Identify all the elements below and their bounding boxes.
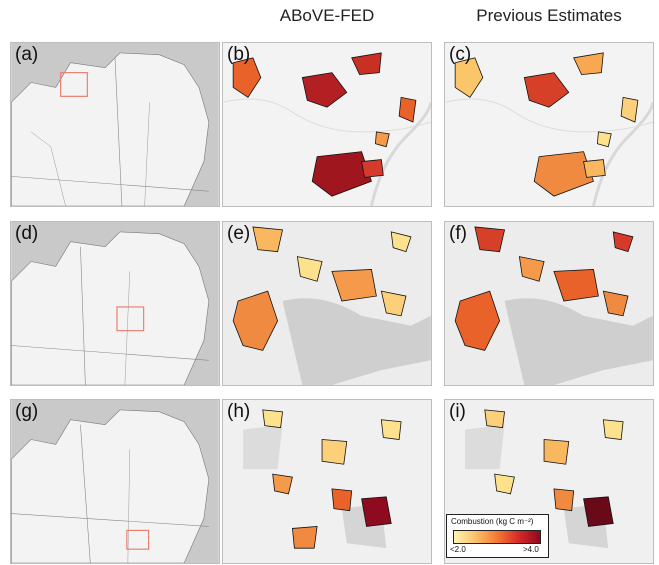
panel-g-overview-map: (g): [10, 399, 220, 564]
combustion-legend: Combustion (kg C m⁻²) <2.0 >4.0: [446, 514, 549, 558]
panel-label: (a): [15, 44, 39, 65]
study-area-box: [60, 72, 88, 97]
panel-label: (h): [227, 401, 251, 422]
fire-map-f: [445, 222, 653, 385]
panel-label: (f): [449, 223, 467, 244]
fire-map-b: [223, 52, 431, 206]
legend-colorbar: [453, 530, 541, 544]
panel-label: (b): [227, 44, 251, 65]
overview-map-d: [11, 222, 219, 385]
panel-h-fire-map: (h): [222, 399, 432, 564]
panel-label: (g): [15, 401, 39, 422]
panel-label: (c): [449, 44, 472, 65]
study-area-box: [116, 306, 145, 332]
panel-a-overview-map: (a): [10, 42, 220, 207]
panel-f-fire-map: (f): [444, 221, 654, 386]
fire-map-h: [223, 400, 431, 563]
panel-d-overview-map: (d): [10, 221, 220, 386]
panel-label: (i): [449, 401, 466, 422]
fire-map-c: [445, 52, 653, 206]
panel-label: (d): [15, 223, 39, 244]
legend-max-label: >4.0: [523, 545, 539, 554]
column-title-previous: Previous Estimates: [476, 6, 622, 25]
legend-min-label: <2.0: [450, 545, 466, 554]
fire-map-e: [223, 222, 431, 385]
panel-label: (e): [227, 223, 251, 244]
legend-title: Combustion (kg C m⁻²): [451, 517, 534, 526]
column-title-abovefed: ABoVE-FED: [279, 6, 375, 25]
panel-b-fire-map: (b): [222, 42, 432, 207]
panel-e-fire-map: (e): [222, 221, 432, 386]
overview-map-g: [11, 400, 219, 563]
panel-c-fire-map: (c): [444, 42, 654, 207]
study-area-box: [126, 529, 150, 550]
overview-map-a: [11, 43, 219, 206]
